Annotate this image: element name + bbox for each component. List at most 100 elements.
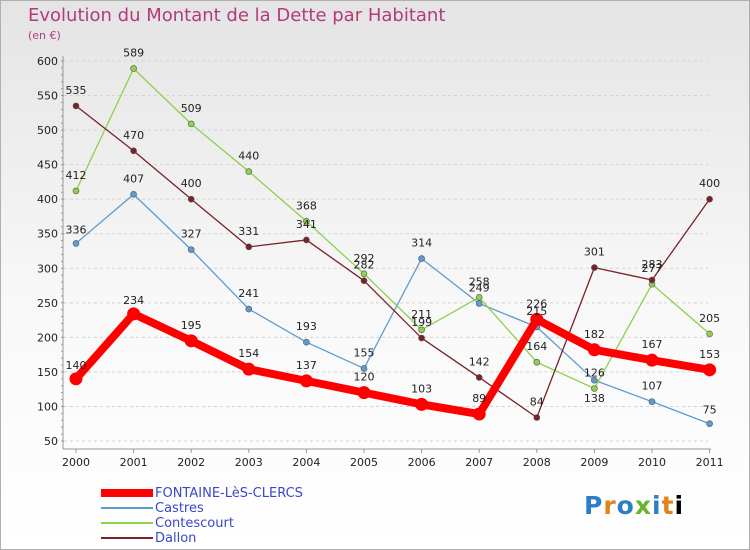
legend-label: Castres xyxy=(155,501,204,516)
y-tick-label: 450 xyxy=(37,159,58,172)
data-label: 400 xyxy=(699,177,720,190)
data-point xyxy=(475,374,483,381)
x-tick-label: 2007 xyxy=(465,456,493,469)
data-point xyxy=(591,264,598,271)
data-label: 412 xyxy=(66,169,87,182)
data-point xyxy=(706,330,713,338)
data-label: 341 xyxy=(296,218,317,231)
data-point xyxy=(69,372,83,386)
data-label: 164 xyxy=(526,340,547,353)
data-point xyxy=(187,120,195,128)
data-point xyxy=(533,358,541,366)
line-chart: 50 100 150 200 250 300 350 400 450 500 550 600 2000 2… xyxy=(37,47,724,469)
data-point xyxy=(648,398,656,405)
data-point xyxy=(591,376,598,384)
data-point xyxy=(130,147,137,155)
data-point xyxy=(245,243,253,251)
x-tick-label: 2004 xyxy=(292,456,320,469)
data-label: 535 xyxy=(66,84,87,97)
data-point xyxy=(706,195,713,203)
y-tick-label: 550 xyxy=(37,90,58,103)
y-tick-label: 300 xyxy=(37,262,58,275)
data-label: 142 xyxy=(469,355,490,368)
data-label: 103 xyxy=(411,382,432,395)
data-label: 407 xyxy=(123,172,144,185)
data-point xyxy=(475,293,483,301)
data-point xyxy=(706,420,713,428)
data-label: 205 xyxy=(699,312,720,325)
data-label: 84 xyxy=(530,396,544,409)
data-point xyxy=(130,65,137,72)
data-point xyxy=(187,246,195,253)
data-label: 400 xyxy=(181,177,202,190)
legend-swatch xyxy=(101,489,153,497)
y-tick-label: 250 xyxy=(37,297,58,310)
data-point xyxy=(645,353,659,367)
data-label: 155 xyxy=(354,346,375,359)
data-point xyxy=(72,240,80,247)
data-label: 331 xyxy=(238,225,259,238)
x-tick-label: 2009 xyxy=(580,456,608,469)
data-label: 440 xyxy=(238,150,259,163)
x-tick-label: 2011 xyxy=(696,456,724,469)
data-label: 249 xyxy=(469,282,490,295)
x-tick-label: 2008 xyxy=(523,456,551,469)
data-label: 589 xyxy=(123,47,144,60)
data-label: 292 xyxy=(354,252,375,265)
data-point xyxy=(648,276,656,284)
data-label: 336 xyxy=(66,223,87,236)
data-label: 167 xyxy=(642,338,663,351)
data-point xyxy=(357,386,371,400)
data-point xyxy=(360,270,368,278)
data-label: 75 xyxy=(703,404,717,417)
y-tick-label: 350 xyxy=(37,228,58,241)
data-point xyxy=(245,305,253,313)
data-label: 89 xyxy=(472,392,486,405)
data-point xyxy=(415,397,429,411)
data-label: 470 xyxy=(123,129,144,142)
chart-subtitle: (en €) xyxy=(28,29,61,42)
data-point xyxy=(472,407,486,421)
data-label: 314 xyxy=(411,237,432,250)
y-tick-label: 200 xyxy=(37,331,58,344)
data-label: 211 xyxy=(411,308,432,321)
data-label: 137 xyxy=(296,359,317,372)
data-point xyxy=(242,362,256,376)
data-point xyxy=(299,374,313,388)
y-tick-label: 50 xyxy=(44,435,58,448)
x-tick-label: 2000 xyxy=(62,456,90,469)
data-point xyxy=(475,300,483,307)
x-tick-label: 2010 xyxy=(638,456,666,469)
data-point xyxy=(303,338,310,346)
data-point xyxy=(184,334,198,348)
x-tick-label: 2003 xyxy=(235,456,263,469)
data-label: 241 xyxy=(238,287,259,300)
data-point xyxy=(303,236,310,244)
series-line-castres xyxy=(75,193,711,425)
data-point xyxy=(703,363,717,377)
data-label: 277 xyxy=(642,262,663,275)
series-line-fontaine xyxy=(72,309,714,419)
data-label: 140 xyxy=(66,359,87,372)
data-label: 126 xyxy=(584,366,605,379)
y-tick-label: 100 xyxy=(37,400,58,413)
data-label: 120 xyxy=(354,371,375,384)
y-tick-label: 400 xyxy=(37,193,58,206)
data-label: 234 xyxy=(123,294,144,307)
data-label: 199 xyxy=(411,316,432,329)
y-tick-label: 150 xyxy=(37,366,58,379)
data-point xyxy=(360,277,368,285)
series-line-dallon xyxy=(75,105,711,419)
data-label: 182 xyxy=(584,328,605,341)
x-tick-label: 2001 xyxy=(120,456,148,469)
data-label: 195 xyxy=(181,319,202,332)
data-point xyxy=(591,385,598,392)
y-tick-label: 500 xyxy=(37,124,58,137)
x-tick-label: 2005 xyxy=(350,456,378,469)
data-label: 283 xyxy=(642,258,663,271)
legend-label: Dallon xyxy=(155,531,197,546)
data-point xyxy=(245,168,253,175)
data-label: 327 xyxy=(181,228,202,241)
data-point xyxy=(418,334,425,342)
